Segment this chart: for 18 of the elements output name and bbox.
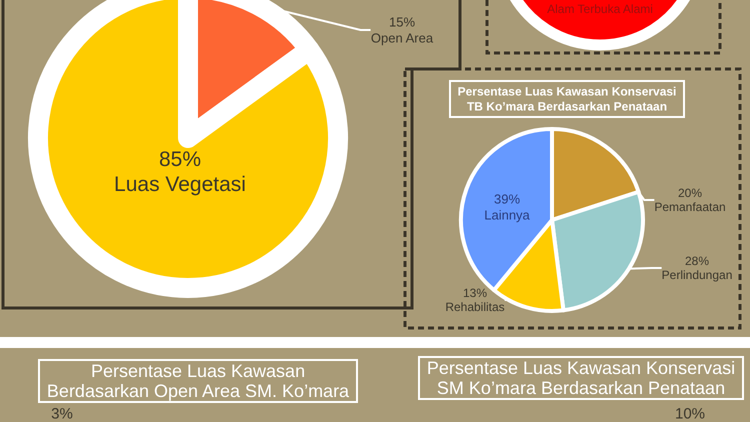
chart-title: Persentase Luas Kawasan Konservasi TB Ko’mara Berdasarkan Penataan (458, 84, 676, 114)
text: 10% (674, 406, 706, 422)
slice-label: Perlindungan (662, 268, 732, 282)
text: 3% (51, 406, 73, 422)
text: Persentase Luas Kawasan Konservasi SM Ko’mara Berdasarkan Penataan (426, 358, 736, 398)
slice-label: Rehabilitas (445, 300, 505, 314)
data-label: 39% (494, 192, 520, 206)
slice-label: Lainnya (484, 208, 531, 222)
text: Persentase Luas Kawasan Berdasarkan Open Area SM. Ko’mara (46, 361, 350, 401)
slice-label: Pemanfaatan (654, 200, 726, 214)
data-label: 15% (388, 14, 416, 30)
slice-label: Alam Terbuka Alami (547, 2, 653, 16)
data-label: 20% (678, 186, 702, 200)
slice-label: Luas Vegetasi (114, 173, 246, 196)
data-label: 85% (158, 148, 202, 171)
data-label: 13% (462, 286, 488, 300)
slice-label: Open Area (370, 30, 434, 46)
data-label: 28% (684, 254, 710, 268)
